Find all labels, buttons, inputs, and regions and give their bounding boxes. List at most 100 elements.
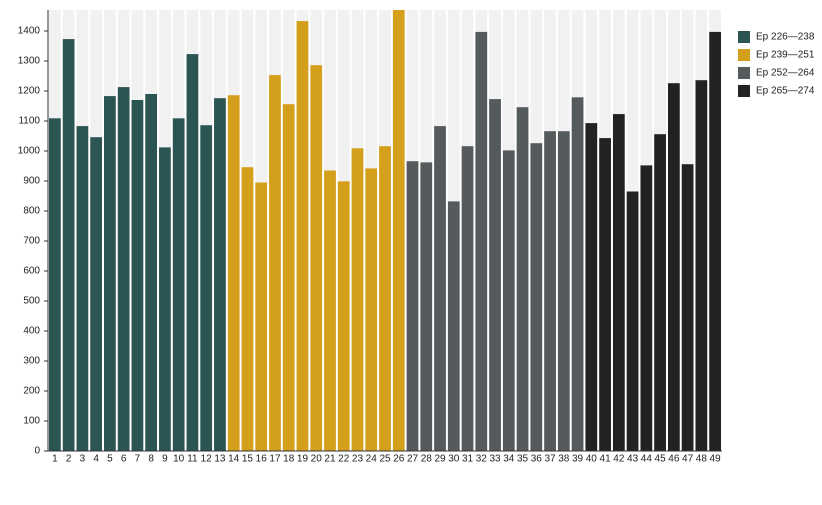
x-tick-label: 32 (476, 454, 488, 465)
x-tick-label: 37 (544, 454, 556, 465)
bar (447, 201, 460, 451)
bar (269, 75, 281, 451)
x-tick-label: 19 (297, 454, 309, 465)
x-tick-label: 48 (696, 454, 708, 465)
bar (337, 181, 350, 452)
x-tick-label: 8 (148, 454, 154, 465)
y-tick-label: 1300 (18, 56, 41, 67)
x-tick-label: 44 (641, 454, 653, 465)
x-tick-label: 24 (366, 454, 378, 465)
x-tick-label: 26 (393, 454, 405, 465)
x-tick-label: 27 (407, 454, 419, 465)
y-tick-label: 0 (34, 446, 40, 457)
bar (406, 161, 419, 451)
bar (544, 131, 556, 451)
x-tick-label: 5 (107, 454, 113, 465)
bar (654, 134, 666, 451)
bar (241, 167, 254, 451)
bar (681, 164, 694, 451)
x-tick-label: 15 (242, 454, 254, 465)
legend-label: Ep 239—251 (756, 50, 815, 61)
x-tick-label: 21 (324, 454, 336, 465)
y-tick-label: 300 (23, 356, 40, 367)
bar (695, 80, 708, 451)
bar (310, 65, 323, 451)
x-tick-label: 29 (434, 454, 446, 465)
bar (104, 96, 116, 451)
legend-swatch (738, 85, 750, 97)
x-tick-label: 30 (448, 454, 460, 465)
x-tick-label: 11 (187, 454, 198, 465)
bar (255, 182, 268, 451)
bar (62, 39, 75, 451)
bar (49, 118, 61, 452)
bar (145, 94, 158, 451)
x-tick-label: 3 (80, 454, 86, 465)
y-tick-label: 200 (23, 386, 40, 397)
x-tick-label: 17 (269, 454, 281, 465)
x-tick-label: 33 (489, 454, 501, 465)
bar (612, 114, 625, 451)
x-tick-label: 9 (162, 454, 168, 465)
bar (90, 137, 103, 451)
bar (296, 21, 309, 451)
x-tick-label: 39 (572, 454, 584, 465)
bar (379, 146, 391, 451)
x-tick-label: 23 (352, 454, 364, 465)
legend-label: Ep 226—238 (756, 32, 815, 43)
x-tick-label: 36 (531, 454, 543, 465)
bar (489, 99, 501, 451)
bar (365, 168, 378, 451)
y-tick-label: 1000 (18, 146, 41, 157)
bar (475, 31, 488, 452)
x-tick-label: 14 (228, 454, 240, 465)
x-tick-label: 25 (379, 454, 391, 465)
y-tick-label: 700 (23, 236, 40, 247)
x-tick-label: 41 (600, 454, 612, 465)
bar (709, 31, 721, 452)
x-tick-label: 18 (283, 454, 295, 465)
bar (392, 10, 405, 451)
x-tick-label: 2 (66, 454, 72, 465)
legend-swatch (738, 67, 750, 79)
x-tick-label: 35 (517, 454, 529, 465)
bar (571, 97, 584, 452)
x-tick-label: 31 (462, 454, 474, 465)
y-tick-label: 100 (23, 416, 40, 427)
bar (117, 87, 130, 451)
bar (626, 191, 639, 451)
bar (214, 98, 226, 451)
x-tick-label: 10 (173, 454, 185, 465)
legend-swatch (738, 31, 750, 43)
legend-label: Ep 265—274 (756, 86, 815, 97)
bar (640, 165, 653, 451)
x-tick-label: 46 (668, 454, 680, 465)
y-tick-label: 1200 (18, 86, 41, 97)
bar (324, 170, 336, 451)
bar (186, 54, 199, 451)
y-tick-label: 400 (23, 326, 40, 337)
x-tick-label: 1 (52, 454, 58, 465)
bar (667, 83, 680, 451)
x-tick-label: 6 (121, 454, 127, 465)
bar (530, 143, 543, 451)
bar (282, 104, 295, 451)
x-tick-label: 38 (558, 454, 570, 465)
x-tick-label: 47 (682, 454, 694, 465)
x-tick-label: 16 (256, 454, 268, 465)
bar (131, 100, 144, 451)
bar (557, 131, 570, 451)
y-tick-label: 900 (23, 176, 40, 187)
y-tick-label: 800 (23, 206, 40, 217)
x-tick-label: 12 (201, 454, 213, 465)
x-tick-label: 4 (93, 454, 99, 465)
bar (227, 95, 240, 451)
x-tick-label: 28 (421, 454, 433, 465)
bar (351, 148, 364, 452)
x-tick-label: 42 (613, 454, 625, 465)
y-tick-label: 500 (23, 296, 40, 307)
x-tick-label: 20 (311, 454, 323, 465)
x-tick-label: 13 (214, 454, 226, 465)
bar (461, 146, 474, 451)
